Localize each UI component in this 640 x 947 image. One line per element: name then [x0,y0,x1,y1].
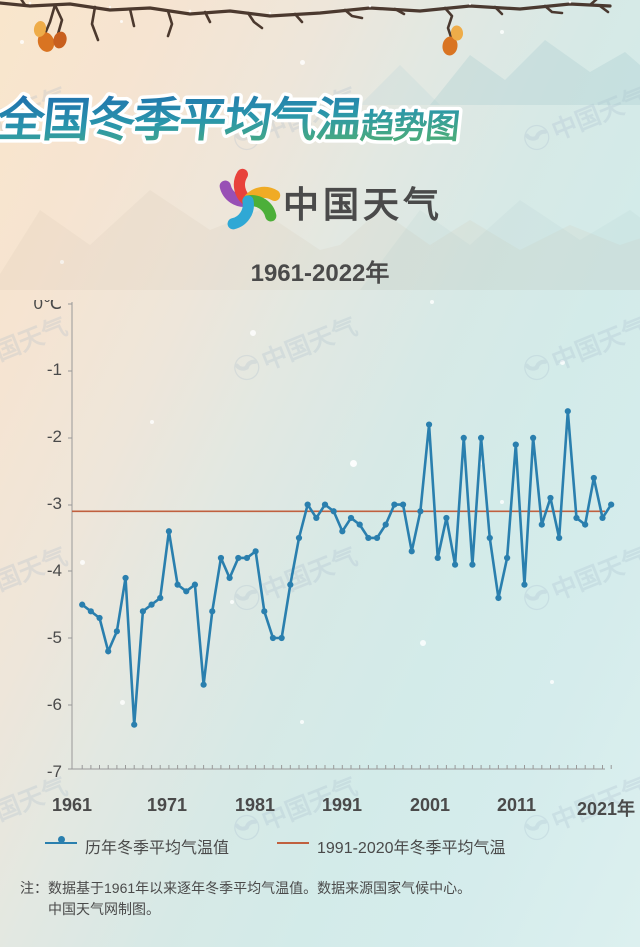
svg-text:-6: -6 [47,695,62,714]
svg-text:0℃: 0℃ [33,300,62,313]
svg-text:-2: -2 [47,427,62,446]
svg-text:-1: -1 [47,360,62,379]
svg-text:-3: -3 [47,494,62,513]
svg-text:-4: -4 [47,561,62,580]
svg-text:-7: -7 [47,762,62,781]
svg-text:-5: -5 [47,628,62,647]
svg-text:全国冬季平均气温趋势图: 全国冬季平均气温趋势图 [0,93,462,146]
